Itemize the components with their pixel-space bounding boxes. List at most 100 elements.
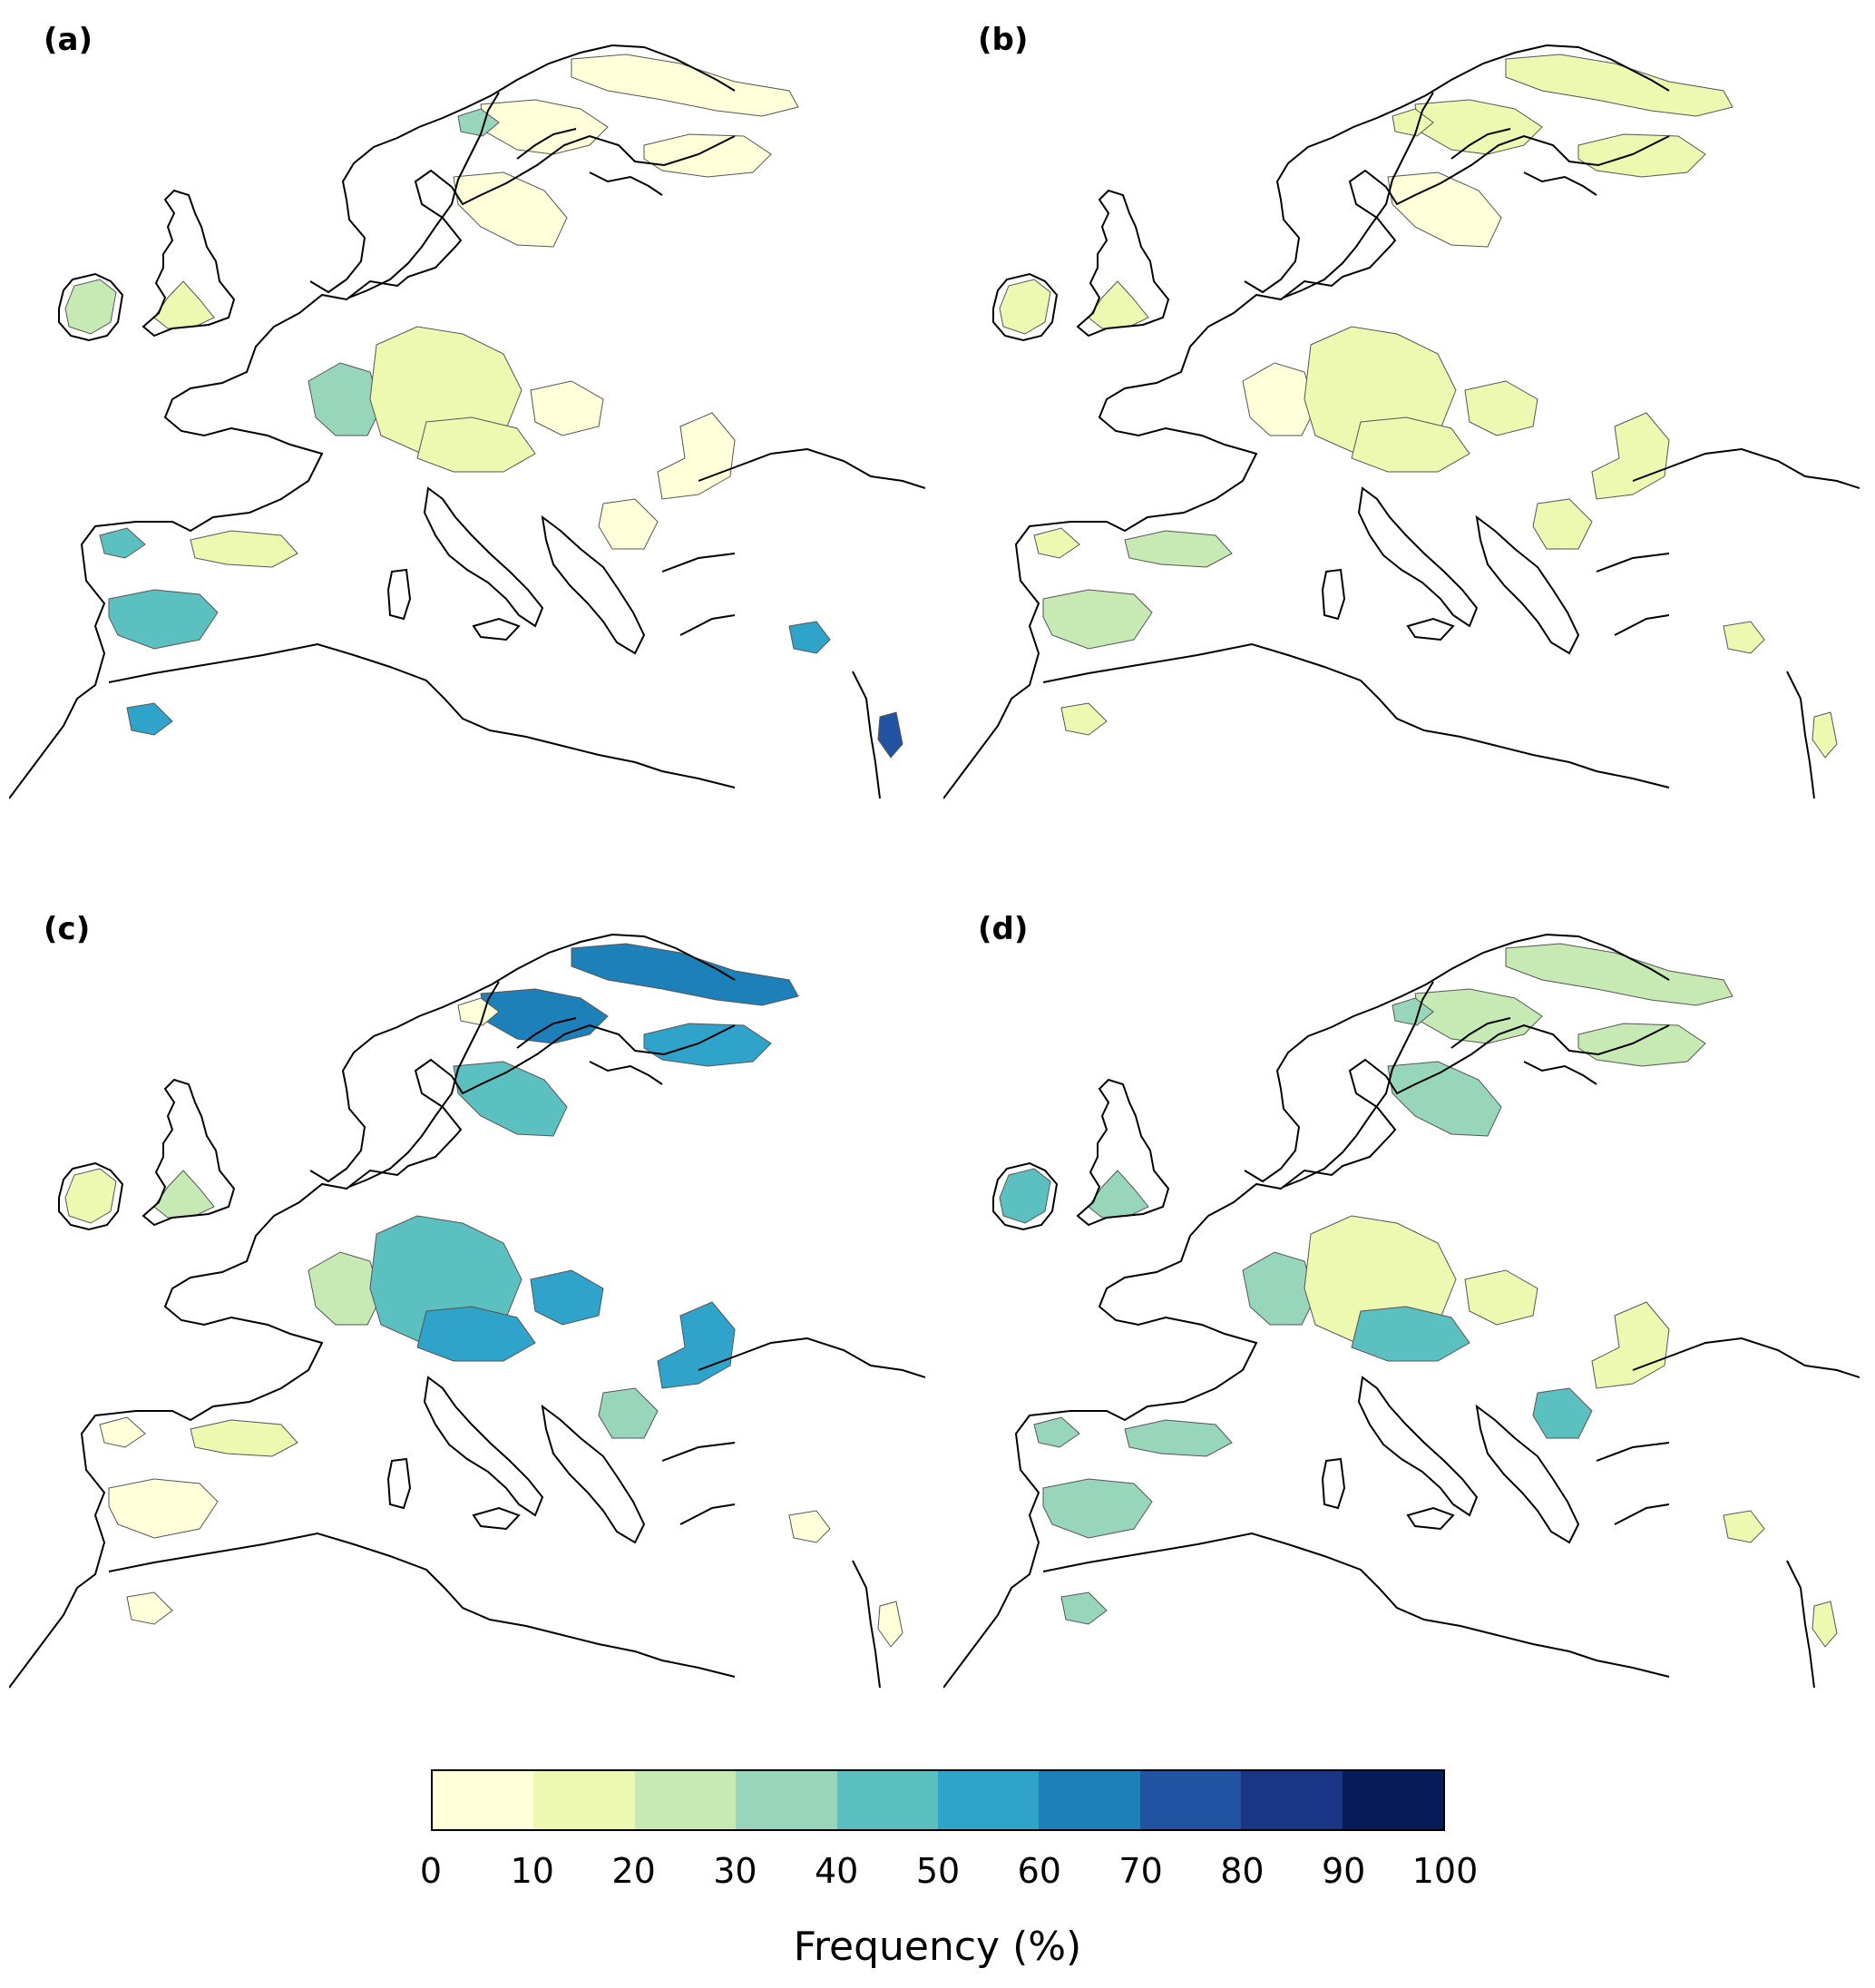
region-morocco — [1060, 1591, 1108, 1625]
map-panel-a: (a) — [9, 9, 925, 808]
coastline — [1596, 1442, 1670, 1525]
coastline — [1450, 128, 1597, 196]
region-levant — [1812, 711, 1838, 759]
coastline — [1076, 1078, 1170, 1227]
colorbar-tick-label: 60 — [1017, 1851, 1061, 1891]
region-ukraine — [1591, 1301, 1670, 1389]
coastline — [309, 933, 736, 1188]
coastline — [852, 671, 881, 799]
region-turkey — [788, 1510, 831, 1543]
region-scandinavia-south — [1387, 1061, 1502, 1137]
region-poland — [1464, 380, 1538, 436]
coastline — [58, 272, 124, 342]
map-canvas — [9, 933, 925, 1689]
coastline — [1786, 1560, 1815, 1689]
coastline — [1632, 1337, 1860, 1378]
coastline — [1406, 617, 1455, 641]
colorbar-tick-label: 70 — [1118, 1851, 1163, 1891]
region-scandinavia-central — [480, 99, 609, 155]
region-danube — [416, 416, 536, 473]
coastline — [1632, 447, 1860, 489]
coastline — [1475, 514, 1580, 655]
coastline — [58, 1161, 124, 1231]
colorbar-tick-label: 0 — [419, 1851, 443, 1891]
region-danube — [1351, 416, 1470, 473]
coastline — [1076, 189, 1170, 338]
region-ireland — [64, 1168, 117, 1224]
region-finland-russia — [643, 133, 772, 178]
region-morocco — [1060, 702, 1108, 736]
region-iberia-north — [190, 1419, 298, 1457]
region-great-britain — [153, 1170, 215, 1219]
region-great-britain — [1088, 280, 1149, 329]
region-iberia-west — [99, 527, 146, 559]
coastline — [541, 514, 646, 655]
coastline — [1475, 1404, 1580, 1544]
colorbar-segment — [1241, 1771, 1343, 1829]
coastline — [992, 272, 1059, 342]
region-iberia-south — [1042, 589, 1153, 650]
coastline — [108, 1532, 736, 1678]
coastline — [943, 134, 1670, 799]
region-ireland — [999, 1168, 1051, 1224]
colorbar-ticks: 0 10 20 30 40 50 60 70 80 90 100 — [420, 1851, 1478, 1896]
region-balkans — [1532, 498, 1593, 550]
map-canvas — [9, 44, 925, 799]
coastline — [9, 134, 736, 799]
region-balkans — [598, 498, 659, 550]
region-france — [1242, 1251, 1316, 1326]
region-great-britain — [153, 280, 215, 329]
panel-label-a: (a) — [44, 22, 93, 58]
coastline — [142, 1078, 236, 1227]
region-iberia-south — [108, 589, 219, 650]
coastline — [1786, 671, 1815, 799]
region-scandinavia-north — [571, 54, 799, 117]
region-france — [308, 1251, 382, 1326]
region-scandinavia-north — [1505, 943, 1733, 1006]
panel-label-d: (d) — [978, 911, 1029, 947]
region-iberia-north — [1124, 1419, 1233, 1457]
region-turkey — [1723, 621, 1765, 654]
region-poland — [1464, 1269, 1538, 1326]
coastline — [472, 1506, 521, 1531]
region-levant — [877, 711, 903, 759]
region-iberia-south — [1042, 1478, 1153, 1539]
coastline — [1357, 1376, 1479, 1517]
colorbar-tick-label: 80 — [1220, 1851, 1265, 1891]
coastline — [1244, 933, 1670, 1188]
coastline — [852, 1560, 881, 1689]
colorbar-segment — [1039, 1771, 1140, 1829]
region-scandinavia-central — [1414, 988, 1543, 1044]
region-scandinavia-south — [453, 171, 568, 248]
region-scandinavia-central — [1414, 99, 1543, 155]
colorbar-tick-label: 90 — [1322, 1851, 1366, 1891]
region-iberia-west — [1033, 1416, 1080, 1448]
region-ukraine — [1591, 412, 1670, 500]
region-iberia-west — [99, 1416, 146, 1448]
coastline — [1450, 1017, 1597, 1085]
coastline — [661, 1442, 736, 1525]
coastline — [541, 1404, 646, 1544]
region-finland-russia — [1577, 1023, 1706, 1067]
region-norway-west-coast — [1392, 108, 1434, 137]
region-scandinavia-north — [571, 943, 799, 1006]
coastline — [1244, 44, 1670, 299]
region-norway-west-coast — [457, 108, 500, 137]
colorbar-tick-label: 100 — [1411, 1851, 1479, 1891]
region-scandinavia-south — [453, 1061, 568, 1137]
region-danube — [1351, 1306, 1470, 1362]
coastline — [309, 44, 736, 299]
colorbar-segment — [938, 1771, 1040, 1829]
panel-label-b: (b) — [978, 22, 1029, 58]
region-finland-russia — [1577, 133, 1706, 178]
coastline — [108, 642, 736, 788]
colorbar-tick-label: 10 — [510, 1851, 554, 1891]
colorbar-tick-label: 40 — [815, 1851, 859, 1891]
coastline — [516, 128, 663, 196]
coastline — [423, 486, 544, 628]
coastline — [386, 568, 412, 621]
colorbar-segment — [433, 1771, 534, 1829]
map-canvas — [943, 933, 1860, 1689]
region-ireland — [64, 279, 117, 335]
colorbar-segment — [634, 1771, 737, 1829]
